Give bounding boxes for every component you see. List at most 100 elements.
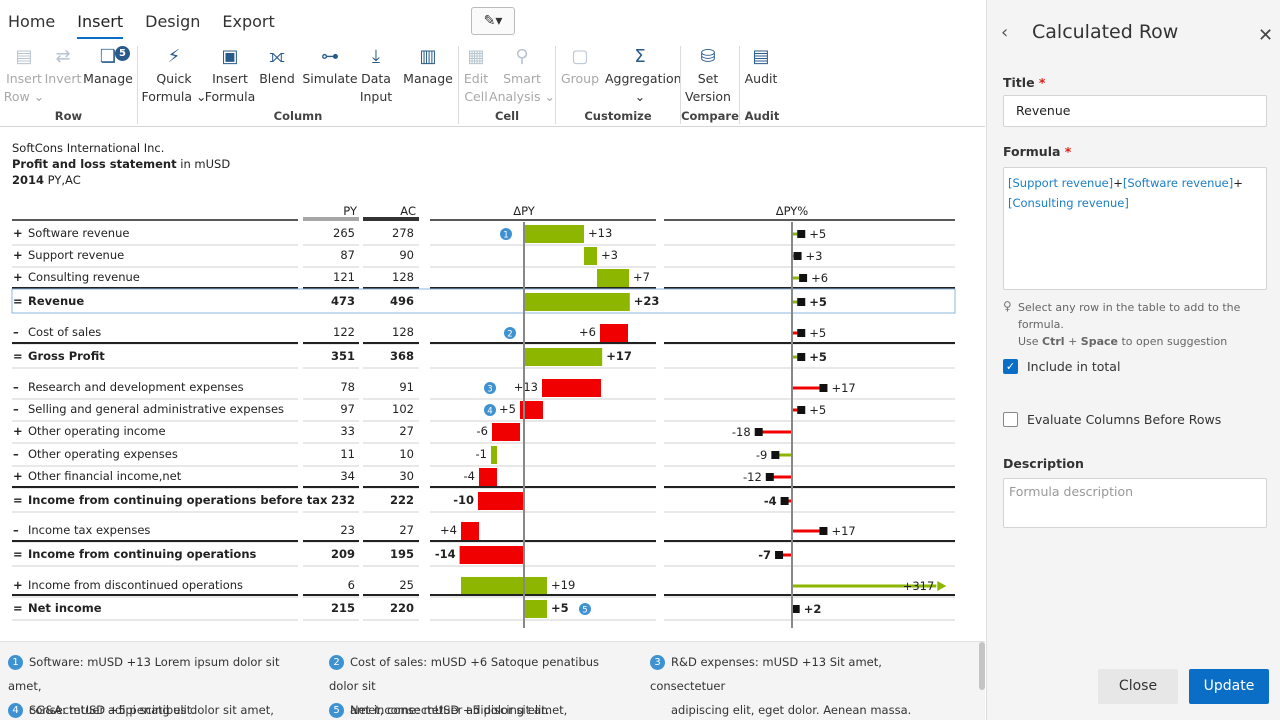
scrollbar[interactable]: [979, 642, 985, 690]
description-input[interactable]: Formula description: [1003, 478, 1267, 528]
close-icon[interactable]: ✕: [1258, 25, 1274, 46]
button-label: Audit: [744, 71, 778, 86]
button-label: Simulate: [302, 71, 358, 86]
row-sign: =: [13, 349, 23, 363]
invert-button[interactable]: ⇄ Invert: [28, 46, 98, 88]
title-input[interactable]: Revenue: [1003, 95, 1267, 127]
menu-design[interactable]: Design: [145, 12, 201, 31]
description-label: Description: [1003, 456, 1084, 471]
group-button[interactable]: ▢ Group: [545, 46, 615, 88]
pct-label: +3: [806, 249, 823, 263]
pct-pin-head: [819, 384, 828, 392]
delta-bar: [492, 423, 520, 441]
comment-marker: [504, 327, 516, 339]
include-total-checkbox[interactable]: ✓: [1003, 359, 1018, 374]
formula-token[interactable]: [Support revenue]: [1008, 176, 1114, 190]
delta-label: -14: [435, 547, 456, 561]
group-label: Compare: [681, 109, 739, 123]
row-label: Income from continuing operations before…: [28, 493, 328, 507]
report-year: 2014: [12, 173, 45, 187]
comment-marker: [484, 382, 496, 394]
menu-home[interactable]: Home: [8, 12, 56, 31]
group-label: Customize: [584, 109, 652, 123]
insert-formula-button[interactable]: ▣ Insert Formula: [195, 46, 265, 106]
aggregation-button[interactable]: Σ Aggregation ⌄: [605, 46, 682, 106]
delta-bar: [524, 225, 584, 243]
pct-label: +5: [809, 350, 827, 364]
ac-value: 195: [390, 547, 414, 561]
py-value: 122: [333, 325, 355, 339]
blend-icon: ⟗: [269, 46, 285, 67]
audit-button[interactable]: ▤ Audit: [726, 46, 796, 88]
group-label: Audit: [744, 109, 780, 123]
formula-editor[interactable]: [Support revenue]+[Software revenue]+ [Co…: [1003, 167, 1267, 290]
delta-bar: [584, 247, 597, 265]
row-label: Net income: [28, 601, 102, 615]
menu-export[interactable]: Export: [222, 12, 275, 31]
ac-value: 91: [399, 380, 414, 394]
comment-marker-number: 4: [487, 407, 492, 417]
chevron-down-icon: ⌄: [29, 89, 45, 104]
delta-bar: [542, 379, 601, 397]
delta-bar: [524, 600, 547, 618]
aggregation-icon: Σ: [634, 46, 646, 67]
top-menu: Home Insert Design Export: [8, 12, 275, 39]
pct-pin-head: [797, 329, 806, 337]
delta-label: +5: [499, 402, 516, 416]
pct-label: -7: [758, 548, 771, 562]
edit-cell-button[interactable]: ▦ Edit Cell: [441, 46, 511, 106]
close-button[interactable]: Close: [1098, 669, 1178, 704]
row-sign: +: [13, 424, 23, 438]
smart-analysis-button[interactable]: ⚲ Smart Analysis ⌄: [487, 46, 557, 106]
manage-layers-button[interactable]: ❏ 5 Manage: [73, 46, 143, 88]
ac-value: 102: [392, 402, 414, 416]
quick-formula-button[interactable]: ⚡ Quick Formula ⌄: [139, 46, 209, 106]
button-label-line: Input: [359, 89, 393, 104]
ac-value: 220: [390, 601, 414, 615]
menu-insert[interactable]: Insert: [77, 12, 124, 39]
group-separator: [555, 46, 556, 124]
ac-value: 278: [392, 226, 414, 240]
back-arrow-icon[interactable]: ‹: [1001, 22, 1009, 43]
row-label: Software revenue: [28, 226, 129, 240]
group-separator: [739, 46, 740, 124]
comment-text: R&D expenses: mUSD +13 Sit amet, consect…: [650, 655, 882, 693]
update-button[interactable]: Update: [1189, 669, 1269, 704]
quick-edit-dropdown[interactable]: ✎▾: [471, 7, 515, 35]
formula-hint: Select any row in the table to add to th…: [1003, 299, 1273, 350]
set-version-button[interactable]: ⛁ Set Version: [673, 46, 743, 106]
row-label: Gross Profit: [28, 349, 105, 363]
insert-row-button[interactable]: ▤ Insert Row ⌄: [0, 46, 59, 106]
hint-line-1: Select any row in the table to add to th…: [1018, 301, 1241, 331]
blend-button[interactable]: ⟗ Blend: [242, 46, 312, 88]
report-title: Profit and loss statement in mUSD: [12, 156, 230, 172]
pct-pin-head: [797, 406, 806, 414]
row-sign: –: [13, 402, 19, 416]
evaluate-columns-checkbox[interactable]: [1003, 412, 1018, 427]
ac-value: 128: [392, 325, 414, 339]
row-sign: +: [13, 248, 23, 262]
group-separator: [680, 46, 681, 124]
delta-bar: [461, 577, 547, 595]
manage-icon: ▥: [419, 46, 437, 67]
pen-icon: ✎▾: [483, 13, 503, 29]
data-input-button[interactable]: ⤓ Data Input: [341, 46, 411, 106]
pct-label: +6: [811, 271, 828, 285]
formula-token[interactable]: [Software revenue]: [1122, 176, 1234, 190]
delta-bar: [520, 401, 543, 419]
insert-row-icon: ▤: [15, 46, 33, 67]
hint-ctrl: Ctrl: [1042, 335, 1065, 348]
row-sign: =: [13, 493, 23, 507]
formula-token[interactable]: [Consulting revenue]: [1008, 196, 1129, 210]
main-area: Home Insert Design Export ✎▾ ▤ Insert Row …: [0, 7, 985, 720]
button-label: Quick: [156, 71, 192, 86]
py-value: 6: [348, 578, 355, 592]
edit-cell-icon: ▦: [467, 46, 485, 67]
pct-label: +5: [809, 403, 826, 417]
manage-button[interactable]: ▥ Manage: [393, 46, 463, 88]
smart-analysis-icon: ⚲: [515, 46, 529, 67]
ac-value: 10: [399, 447, 414, 461]
simulate-button[interactable]: ⊶ Simulate: [295, 46, 365, 88]
quick-formula-icon: ⚡: [167, 46, 181, 67]
formula-label-text: Formula: [1003, 144, 1061, 159]
